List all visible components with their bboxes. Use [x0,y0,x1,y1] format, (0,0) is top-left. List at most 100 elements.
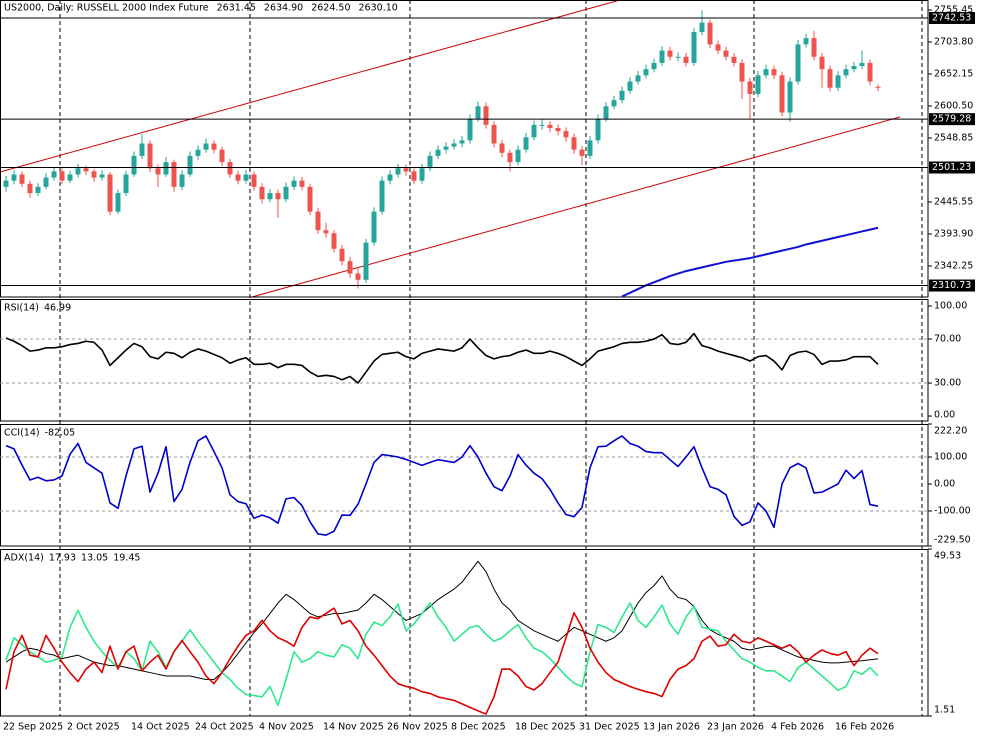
candle-body [3,180,9,187]
candle-body [811,38,817,57]
y-tick-label: -229.50 [934,535,971,546]
y-tick-label: 100.00 [934,301,967,312]
x-tick-label: 14 Oct 2025 [131,722,190,733]
candle-body [795,44,801,82]
y-tick-label: 0.00 [934,479,955,490]
x-tick-label: 14 Nov 2025 [323,722,384,733]
candle-body [523,137,529,150]
y-tick-label: -100.00 [934,506,971,517]
candle-body [675,56,681,58]
level-label: 2579.28 [932,114,971,125]
header-text: 13.05 [81,553,108,564]
x-tick-label: 2 Oct 2025 [67,722,120,733]
main-panel [0,0,929,298]
x-tick-label: 16 Feb 2026 [835,722,894,733]
candle-body [611,100,617,107]
candle-body [259,186,265,200]
candle-body [835,75,841,88]
candle-body [739,62,745,82]
candle-body [203,143,209,150]
adx-panel [0,549,929,717]
candle-body [307,186,313,212]
y-tick-label: 2600.50 [934,101,973,112]
candle-body [187,155,193,175]
y-tick-label: 1.51 [934,705,955,716]
candle-body [731,56,737,63]
candle-body [27,183,33,194]
x-tick-label: 24 Oct 2025 [195,722,254,733]
candle-body [355,273,361,280]
y-tick-label: 2652.15 [934,69,973,80]
candle-body [779,75,785,113]
header-text: 2630.10 [359,3,398,14]
rsi-panel [0,299,929,422]
level-label-box [929,279,975,292]
y-tick-label: 100.00 [934,452,967,463]
candle-body [867,62,873,82]
cci-panel [0,424,929,547]
candle-body [451,143,457,147]
candle-body [851,66,857,70]
candle-body [531,124,537,138]
candle-body [619,90,625,101]
moving-average [621,226,879,297]
candle-body [171,162,177,187]
candle-body [763,69,769,76]
candle-body [459,140,465,144]
candle-body [299,180,305,187]
candle-body [539,124,545,126]
candle-body [123,174,129,194]
x-tick-label: 18 Dec 2025 [515,722,576,733]
candle-body [875,86,881,88]
candle-body [379,180,385,212]
indicator-line [5,602,879,707]
y-tick-label: 2342.25 [934,260,973,271]
x-tick-label: 31 Dec 2025 [579,722,640,733]
candle-body [419,168,425,181]
level-label: 2310.73 [932,280,971,291]
candle-body [35,186,41,194]
candle-body [707,22,713,45]
candle-body [67,174,73,181]
candle-body [179,174,185,187]
candle-body [515,149,521,163]
y-tick-label: 2703.80 [934,37,973,48]
y-tick-label: 2393.90 [934,228,973,239]
candle-body [395,168,401,175]
candle-body [291,180,297,187]
candle-body [19,174,25,184]
candle-body [555,127,561,132]
indicator-line [5,332,879,384]
candle-body [571,137,577,150]
candle-body [11,174,17,181]
header-text: 46.99 [44,303,71,314]
candle-body [683,56,689,63]
y-tick-label: 2445.55 [934,196,973,207]
candle-body [635,75,641,82]
candle-body [347,261,353,274]
candle-body [603,106,609,119]
indicator-line [5,560,879,681]
header-text: 2631.45 [217,3,256,14]
candle-body [699,22,705,32]
panel-plot [3,10,881,297]
candle-body [787,81,793,113]
header-text: CCI(14) [4,428,40,439]
x-tick-label: 4 Feb 2026 [771,722,824,733]
candle-body [115,193,121,212]
header-text: US2000, Daily: RUSSELL 2000 Index Future [4,3,209,14]
channel-line [0,0,621,173]
x-tick-label: 13 Jan 2026 [643,722,700,733]
candle-body [755,75,761,94]
y-tick-label: 222.20 [934,426,967,437]
candle-body [579,149,585,156]
candle-body [819,56,825,70]
candle-body [43,177,49,187]
candle-body [803,38,809,45]
header-text: RSI(14) [4,303,39,314]
candle-body [99,174,105,178]
indicator-line [5,607,879,715]
candle-body [715,44,721,51]
panel-plot [0,435,928,536]
level-label-box [929,12,975,25]
